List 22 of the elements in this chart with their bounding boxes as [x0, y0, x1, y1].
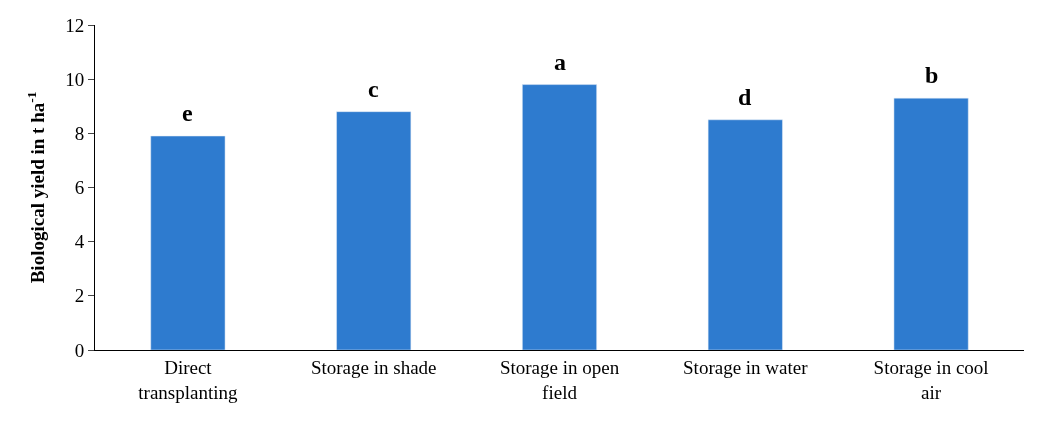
annotation: c: [368, 76, 379, 102]
x-tick-label: Storage in water: [683, 356, 809, 378]
x-tick-label: Storage in open field: [499, 356, 620, 403]
x-tick-label: Storage in shade: [310, 356, 437, 378]
bar: [150, 135, 226, 350]
y-tick-label: 8: [74, 122, 85, 144]
y-tick-label: 12: [65, 14, 85, 36]
bar: [707, 119, 783, 350]
x-tick-label: Direct transplanting: [138, 356, 238, 403]
annotation: a: [554, 49, 566, 75]
bar: [336, 111, 412, 350]
y-tick-label: 10: [65, 68, 85, 90]
annotation: d: [738, 84, 752, 110]
y-tick-label: 0: [74, 339, 85, 361]
y-tick-label: 2: [74, 285, 85, 307]
bar: [522, 84, 597, 350]
y-tick-label: 4: [74, 231, 85, 253]
x-tick-label: Storage in cool air: [873, 356, 989, 403]
bar: [893, 97, 969, 350]
annotation: b: [925, 62, 939, 88]
annotation: e: [182, 100, 193, 126]
y-tick-label: 6: [74, 177, 85, 199]
